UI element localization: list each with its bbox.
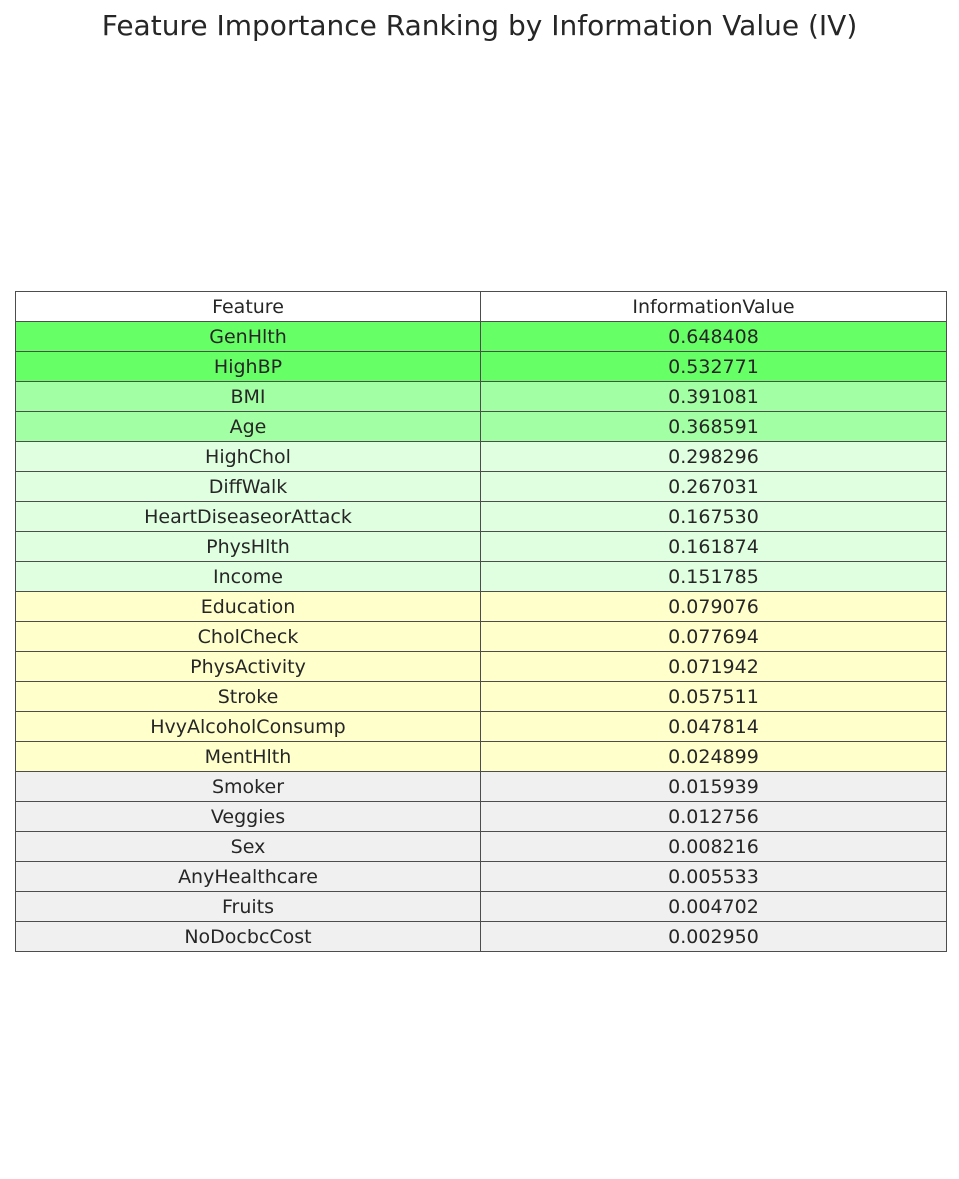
table-row: MentHlth 0.024899 [15,741,947,772]
table-row: Stroke 0.057511 [15,681,947,712]
feature-cell: CholCheck [15,621,481,652]
table-row: Education 0.079076 [15,591,947,622]
feature-cell: HighChol [15,441,481,472]
chart-title: Feature Importance Ranking by Informatio… [101,9,858,42]
iv-value-cell: 0.015939 [480,771,947,802]
feature-cell: GenHlth [15,321,481,352]
table-row: Sex 0.008216 [15,831,947,862]
iv-value-cell: 0.047814 [480,711,947,742]
table-row: GenHlth 0.648408 [15,321,947,352]
iv-value-cell: 0.532771 [480,351,947,382]
feature-cell: Age [15,411,481,442]
table-row: HvyAlcoholConsump 0.047814 [15,711,947,742]
feature-cell: AnyHealthcare [15,861,481,892]
feature-cell: Fruits [15,891,481,922]
table-row: Age 0.368591 [15,411,947,442]
header-information-value: InformationValue [480,291,947,322]
iv-value-cell: 0.012756 [480,801,947,832]
feature-cell: PhysActivity [15,651,481,682]
iv-value-cell: 0.071942 [480,651,947,682]
iv-value-cell: 0.057511 [480,681,947,712]
feature-cell: MentHlth [15,741,481,772]
table-body: GenHlth 0.648408 HighBP 0.532771 BMI 0.391081… [15,321,947,952]
feature-cell: Sex [15,831,481,862]
iv-value-cell: 0.005533 [480,861,947,892]
feature-cell: Veggies [15,801,481,832]
table-row: NoDocbcCost 0.002950 [15,921,947,952]
feature-cell: NoDocbcCost [15,921,481,952]
table-row: HighChol 0.298296 [15,441,947,472]
iv-value-cell: 0.648408 [480,321,947,352]
feature-cell: HeartDiseaseorAttack [15,501,481,532]
iv-ranking-table: Feature InformationValue GenHlth 0.648408… [15,291,947,952]
table-row: Smoker 0.015939 [15,771,947,802]
table-row: PhysHlth 0.161874 [15,531,947,562]
table-row: Income 0.151785 [15,561,947,592]
feature-cell: Smoker [15,771,481,802]
iv-value-cell: 0.077694 [480,621,947,652]
iv-value-cell: 0.298296 [480,441,947,472]
table-row: Veggies 0.012756 [15,801,947,832]
iv-value-cell: 0.368591 [480,411,947,442]
feature-cell: Income [15,561,481,592]
feature-cell: BMI [15,381,481,412]
table-row: Fruits 0.004702 [15,891,947,922]
iv-value-cell: 0.079076 [480,591,947,622]
table-row: AnyHealthcare 0.005533 [15,861,947,892]
table-row: PhysActivity 0.071942 [15,651,947,682]
table-row: DiffWalk 0.267031 [15,471,947,502]
iv-value-cell: 0.004702 [480,891,947,922]
iv-value-cell: 0.008216 [480,831,947,862]
table-row: HighBP 0.532771 [15,351,947,382]
feature-cell: Education [15,591,481,622]
feature-cell: DiffWalk [15,471,481,502]
iv-value-cell: 0.002950 [480,921,947,952]
feature-cell: HvyAlcoholConsump [15,711,481,742]
feature-cell: PhysHlth [15,531,481,562]
table-row: HeartDiseaseorAttack 0.167530 [15,501,947,532]
iv-value-cell: 0.151785 [480,561,947,592]
iv-value-cell: 0.391081 [480,381,947,412]
header-feature: Feature [15,291,481,322]
table-row: CholCheck 0.077694 [15,621,947,652]
iv-value-cell: 0.024899 [480,741,947,772]
feature-cell: Stroke [15,681,481,712]
iv-value-cell: 0.267031 [480,471,947,502]
table-header-row: Feature InformationValue [15,291,947,322]
iv-value-cell: 0.167530 [480,501,947,532]
feature-cell: HighBP [15,351,481,382]
table-row: BMI 0.391081 [15,381,947,412]
iv-value-cell: 0.161874 [480,531,947,562]
